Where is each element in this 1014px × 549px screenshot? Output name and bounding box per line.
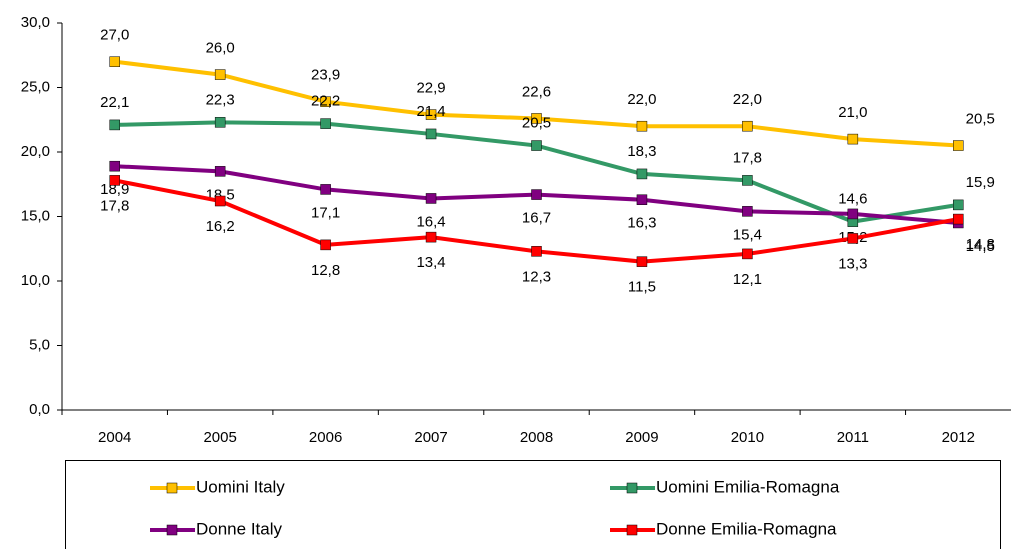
- point-marker: [109, 119, 120, 131]
- x-tick-label: 2007: [414, 429, 447, 446]
- data-label: 17,1: [311, 204, 340, 221]
- data-label: 22,6: [522, 83, 551, 100]
- point-marker: [636, 194, 648, 205]
- point-marker: [742, 206, 753, 217]
- y-tick-label: 25,0: [21, 78, 50, 95]
- data-label: 21,4: [416, 103, 445, 120]
- data-label: 18,3: [627, 143, 656, 160]
- point-marker: [636, 120, 648, 132]
- point-marker: [531, 246, 542, 257]
- data-label: 23,9: [311, 67, 340, 84]
- point-marker: [847, 208, 859, 220]
- legend-label: Uomini Emilia-Romagna: [656, 477, 840, 496]
- x-tick-label: 2005: [203, 429, 236, 446]
- y-tick-label: 30,0: [21, 14, 50, 31]
- legend-marker: [166, 482, 178, 494]
- data-label: 13,3: [838, 255, 867, 272]
- legend-marker: [626, 524, 638, 536]
- data-label: 17,8: [733, 149, 762, 166]
- x-tick-label: 2004: [98, 429, 131, 446]
- point-marker: [425, 128, 437, 140]
- point-marker: [425, 231, 437, 243]
- point-marker: [531, 189, 542, 200]
- data-label: 12,1: [733, 271, 762, 288]
- y-tick-label: 5,0: [29, 336, 50, 353]
- point-marker: [953, 199, 964, 211]
- x-tick-label: 2010: [731, 429, 764, 446]
- data-label: 17,8: [100, 197, 129, 214]
- data-label: 14,6: [838, 191, 867, 208]
- legend-label: Donne Italy: [196, 519, 282, 538]
- legend-label: Donne Emilia-Romagna: [656, 519, 837, 538]
- data-label: 22,0: [733, 91, 762, 108]
- data-label: 14,8: [966, 236, 995, 253]
- x-tick-label: 2008: [520, 429, 553, 446]
- point-marker: [109, 56, 120, 67]
- point-marker: [531, 113, 542, 124]
- point-marker: [109, 160, 120, 172]
- data-label: 18,9: [100, 181, 129, 198]
- point-marker: [953, 213, 964, 225]
- x-tick-label: 2006: [309, 429, 342, 446]
- point-marker: [425, 109, 437, 120]
- point-marker: [847, 233, 859, 244]
- x-tick-label: 2009: [625, 429, 658, 446]
- x-tick-label: 2012: [942, 429, 975, 446]
- point-marker: [636, 168, 648, 180]
- legend-marker: [166, 524, 178, 536]
- point-marker: [214, 195, 226, 207]
- data-label: 12,3: [522, 268, 551, 285]
- data-label: 22,3: [206, 91, 235, 108]
- data-label: 13,4: [416, 254, 445, 271]
- point-marker: [109, 175, 120, 186]
- point-marker: [742, 120, 753, 132]
- data-label: 15,9: [966, 174, 995, 191]
- data-label: 26,0: [206, 40, 235, 57]
- data-label: 14,5: [966, 238, 995, 255]
- data-label: 12,8: [311, 262, 340, 279]
- point-marker: [531, 140, 542, 151]
- data-label: 22,9: [416, 80, 445, 97]
- legend-marker: [626, 482, 638, 494]
- legend-label: Uomini Italy: [196, 477, 285, 496]
- data-label: 22,0: [627, 91, 656, 108]
- y-tick-label: 20,0: [21, 143, 50, 160]
- data-label: 20,5: [522, 115, 551, 132]
- data-label: 16,3: [627, 215, 656, 232]
- point-marker: [847, 133, 859, 145]
- point-marker: [425, 193, 437, 204]
- point-marker: [953, 140, 964, 151]
- data-label: 11,5: [628, 279, 656, 296]
- data-label: 16,4: [416, 213, 445, 230]
- point-marker: [320, 96, 331, 107]
- y-tick-label: 0,0: [29, 401, 50, 418]
- point-marker: [636, 256, 648, 267]
- data-label: 15,4: [733, 226, 762, 243]
- y-tick-label: 10,0: [21, 272, 50, 289]
- data-label: 21,0: [838, 104, 867, 121]
- point-marker: [214, 166, 226, 177]
- data-label: 20,5: [966, 111, 995, 128]
- data-label: 16,2: [206, 218, 235, 235]
- point-marker: [214, 69, 226, 80]
- y-tick-label: 15,0: [21, 207, 50, 224]
- point-marker: [320, 239, 331, 251]
- data-label: 22,2: [311, 93, 340, 110]
- legend-box: [65, 460, 1001, 549]
- data-label: 27,0: [100, 27, 129, 44]
- point-marker: [320, 118, 331, 129]
- data-label: 16,7: [522, 210, 551, 227]
- point-marker: [742, 248, 753, 260]
- point-marker: [320, 184, 331, 195]
- point-marker: [214, 117, 226, 128]
- x-tick-label: 2011: [837, 429, 869, 446]
- point-marker: [742, 175, 753, 186]
- series-line: [114, 59, 959, 148]
- data-label: 22,1: [100, 94, 129, 111]
